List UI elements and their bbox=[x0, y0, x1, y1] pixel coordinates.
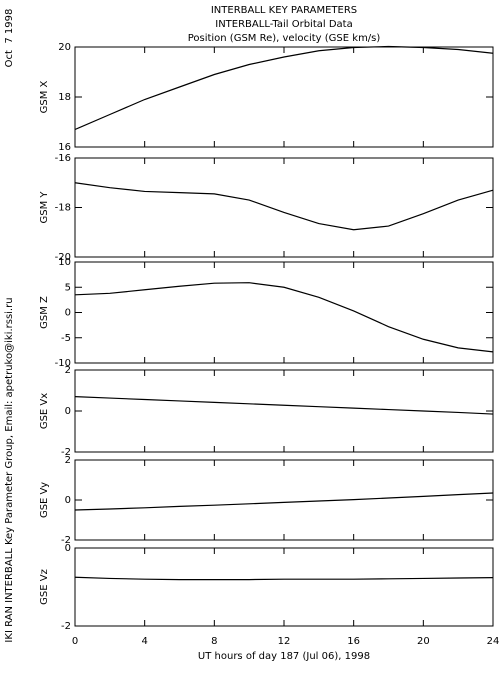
y-tick-label: 0 bbox=[65, 308, 71, 319]
y-tick-label: 20 bbox=[58, 42, 71, 53]
y-axis-label: GSE Vy bbox=[39, 482, 50, 518]
y-tick-label: 0 bbox=[65, 543, 71, 554]
y-tick-label: 5 bbox=[65, 282, 71, 293]
y-tick-label: -10 bbox=[55, 358, 71, 369]
y-axis-label: GSM X bbox=[39, 80, 50, 113]
x-tick-label: 16 bbox=[347, 636, 360, 647]
data-line bbox=[74, 396, 494, 415]
y-axis-label: GSE Vz bbox=[39, 569, 50, 605]
y-tick-label: 0 bbox=[65, 406, 71, 417]
credit: IKI RAN INTERBALL Key Parameter Group, E… bbox=[4, 297, 15, 642]
y-tick-label: -16 bbox=[55, 153, 71, 164]
y-tick-label: 0 bbox=[65, 495, 71, 506]
y-tick-label: 10 bbox=[58, 257, 71, 268]
x-tick-label: 12 bbox=[278, 636, 291, 647]
y-tick-label: -2 bbox=[61, 447, 71, 458]
x-tick-label: 20 bbox=[417, 636, 430, 647]
y-tick-label: 2 bbox=[65, 455, 71, 466]
y-tick-label: -2 bbox=[61, 535, 71, 546]
y-axis-label: GSM Z bbox=[39, 296, 50, 329]
y-axis-label: GSE Vx bbox=[39, 393, 50, 429]
x-tick-label: 8 bbox=[211, 636, 217, 647]
data-line bbox=[74, 492, 494, 511]
y-tick-label: 16 bbox=[58, 142, 71, 153]
data-line bbox=[74, 282, 494, 353]
title-line: Position (GSM Re), velocity (GSE km/s) bbox=[188, 33, 381, 44]
y-tick-label: -5 bbox=[61, 333, 71, 344]
y-tick-label: 2 bbox=[65, 365, 71, 376]
data-line bbox=[74, 182, 494, 231]
y-tick-label: -20 bbox=[55, 252, 71, 263]
x-tick-label: 0 bbox=[72, 636, 78, 647]
x-axis-label: UT hours of day 187 (Jul 06), 1998 bbox=[198, 651, 370, 662]
y-tick-label: 18 bbox=[58, 92, 71, 103]
title-line: INTERBALL-Tail Orbital Data bbox=[215, 19, 352, 30]
title-line: INTERBALL KEY PARAMETERS bbox=[211, 5, 357, 16]
y-tick-label: -2 bbox=[61, 621, 71, 632]
y-tick-label: -18 bbox=[55, 203, 71, 214]
y-axis-label: GSM Y bbox=[39, 191, 50, 224]
data-line bbox=[74, 576, 494, 581]
data-line bbox=[74, 45, 494, 131]
x-tick-label: 24 bbox=[487, 636, 500, 647]
x-tick-label: 4 bbox=[141, 636, 147, 647]
date: Oct 7 1998 bbox=[4, 9, 15, 68]
